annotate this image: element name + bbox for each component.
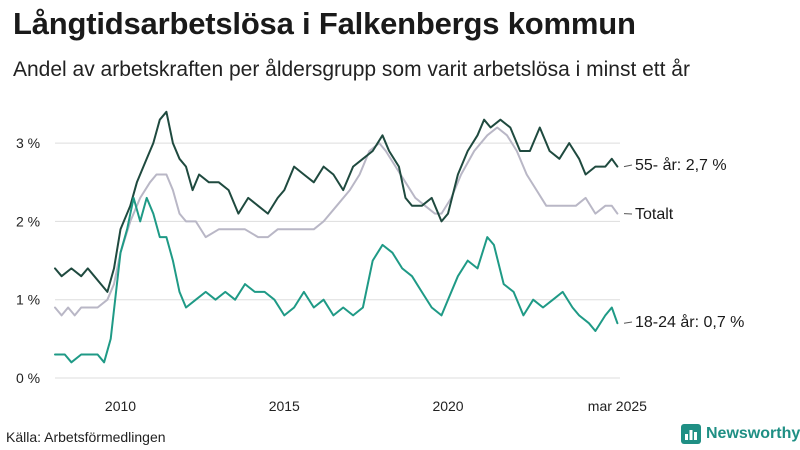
series-end-label: 55- år: 2,7 % [635, 156, 727, 174]
label-connector [623, 321, 633, 324]
end-labels: Totalt 55- år: 2,7 % 18-24 år: 0,7 % [623, 156, 744, 331]
x-tick-label: 2010 [105, 398, 136, 414]
x-tick-label: 2015 [269, 398, 300, 414]
x-tick-label: 2020 [432, 398, 463, 414]
y-tick-label: 1 % [16, 292, 40, 308]
series-lines [54, 110, 619, 364]
x-axis-ticks: 2010 2015 2020 mar 2025 [105, 398, 647, 414]
source-note: Källa: Arbetsförmedlingen [6, 429, 166, 445]
label-connector [623, 164, 633, 168]
series-line-55 [54, 110, 619, 293]
series-end-label: 18-24 år: 0,7 % [635, 313, 744, 331]
y-tick-label: 3 % [16, 135, 40, 151]
newsworthy-logo: Newsworthy [681, 424, 800, 444]
chart-subtitle: Andel av arbetskraften per åldersgrupp s… [13, 58, 690, 81]
logo-chart-icon [681, 424, 701, 444]
chart-title: Långtidsarbetslösa i Falkenbergs kommun [13, 6, 636, 41]
y-axis-ticks: 0 % 1 % 2 % 3 % [16, 135, 40, 386]
y-tick-label: 0 % [16, 370, 40, 386]
x-tick-label: mar 2025 [588, 398, 647, 414]
grid-lines [55, 142, 620, 379]
y-tick-label: 2 % [16, 213, 40, 229]
series-line-18-24 [54, 196, 619, 364]
series-end-label: Totalt [635, 206, 674, 223]
logo-text: Newsworthy [706, 425, 800, 442]
